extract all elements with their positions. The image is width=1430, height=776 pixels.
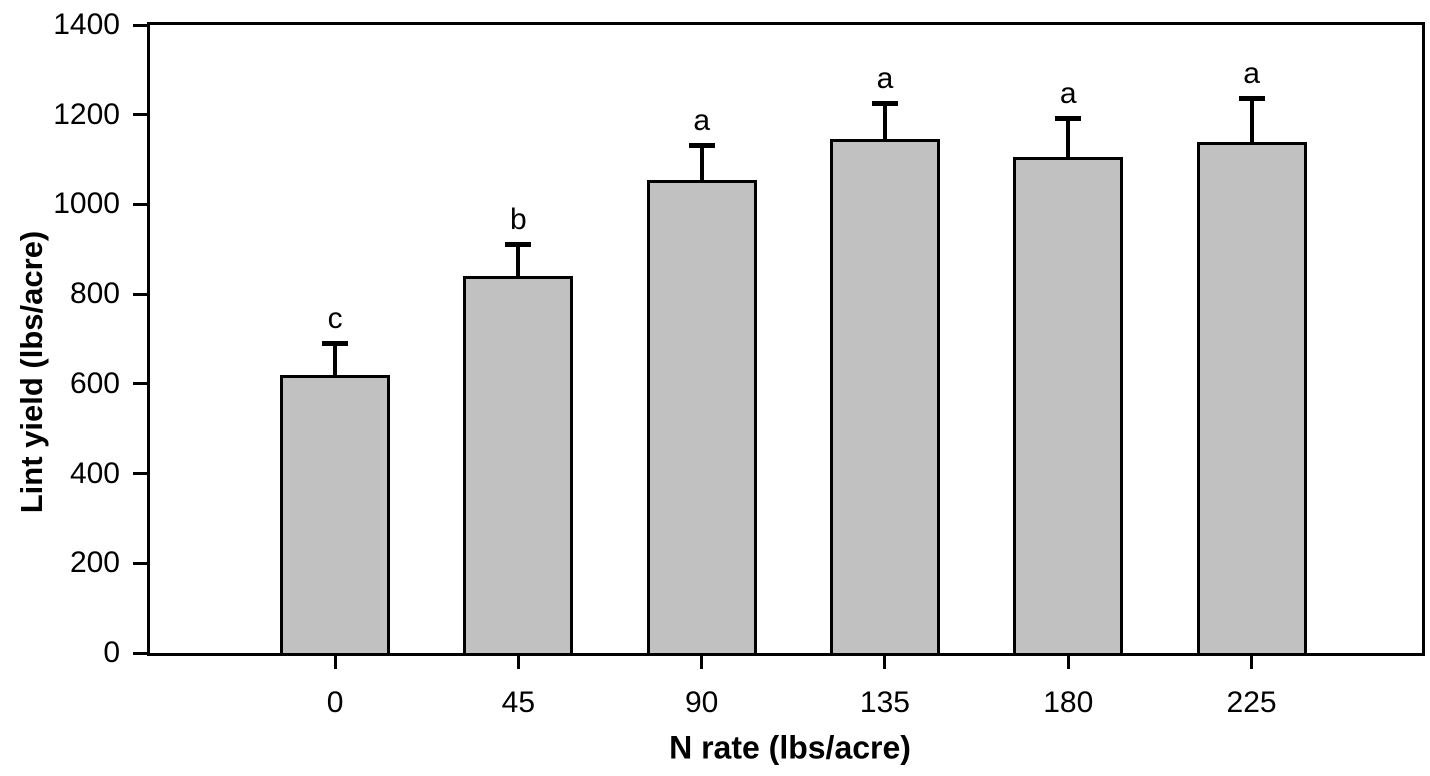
y-axis-tick (133, 202, 147, 206)
y-axis-tick (133, 651, 147, 655)
x-axis-tick (333, 656, 337, 669)
x-axis-tick (1066, 656, 1070, 669)
y-axis-tick (133, 382, 147, 386)
plot-area: c b a a a a (147, 22, 1425, 656)
x-axis-tick (516, 656, 520, 669)
error-bar-cap (688, 143, 715, 149)
error-bar-stem (1249, 99, 1254, 144)
y-axis-tick-label: 800 (69, 277, 120, 311)
x-axis-tick-label: 45 (501, 686, 536, 719)
x-axis-tick-label: 0 (326, 686, 344, 719)
y-axis-tick (133, 472, 147, 476)
error-bar-stem (333, 343, 338, 377)
significance-letter: b (510, 202, 527, 236)
error-bar-cap (322, 340, 349, 346)
y-axis-tick-label: 1400 (53, 8, 120, 41)
y-axis-tick (133, 561, 147, 565)
y-axis-title: Lint yield (lbs/acre) (14, 230, 49, 514)
x-axis-tick-label: 225 (1226, 686, 1277, 719)
error-bar-cap (1238, 96, 1265, 102)
x-axis-tick (883, 656, 887, 669)
error-bar-cap (871, 100, 898, 106)
bar (1013, 157, 1124, 653)
bar (829, 139, 940, 653)
bar (463, 276, 574, 653)
significance-letter: c (327, 301, 343, 335)
x-axis-tick (1250, 656, 1254, 669)
error-bar-stem (516, 244, 521, 279)
significance-letter: a (693, 104, 710, 138)
y-axis-tick (133, 23, 147, 27)
y-axis-tick-label: 600 (69, 366, 120, 400)
y-axis-tick-label: 0 (103, 636, 120, 669)
significance-letter: a (1243, 57, 1260, 91)
significance-letter: a (876, 61, 894, 95)
error-bar-stem (699, 146, 704, 182)
bar (1196, 141, 1307, 653)
x-axis-tick-label: 180 (1043, 686, 1094, 719)
y-axis-tick-label: 1200 (53, 97, 120, 131)
error-bar-stem (1066, 119, 1071, 160)
y-axis-tick (133, 113, 147, 117)
error-bar-stem (882, 103, 887, 142)
significance-letter: a (1059, 77, 1077, 111)
x-axis-title: N rate (lbs/acre) (669, 729, 911, 766)
y-axis-tick-label: 1000 (53, 187, 120, 221)
bar (646, 179, 757, 653)
x-axis-tick (700, 656, 704, 669)
y-axis-tick-label: 200 (69, 546, 120, 580)
bar (280, 374, 391, 653)
x-axis-tick-label: 135 (859, 686, 910, 719)
error-bar-cap (505, 241, 532, 247)
x-axis-tick-label: 90 (684, 686, 719, 719)
y-axis-tick-label: 400 (69, 456, 120, 490)
y-axis-tick (133, 292, 147, 296)
error-bar-cap (1055, 116, 1082, 122)
